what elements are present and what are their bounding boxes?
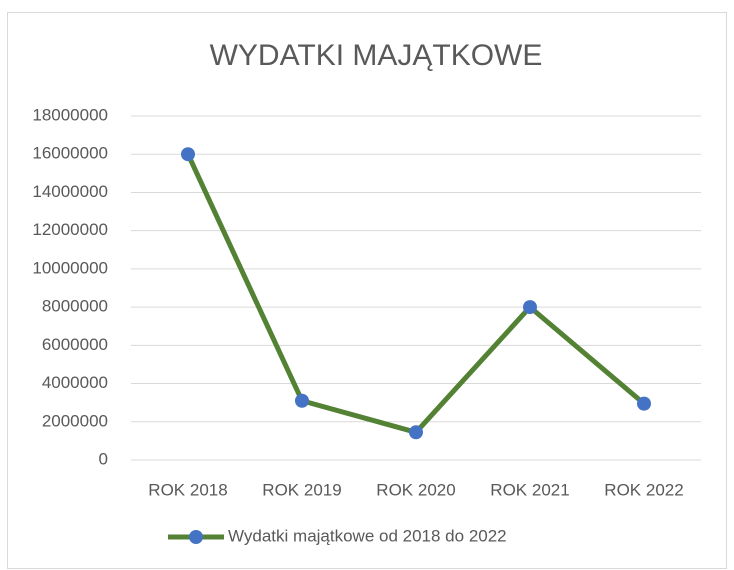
y-tick-label: 6000000 (42, 335, 108, 354)
chart-title: WYDATKI MAJĄTKOWE (210, 39, 543, 72)
legend-marker (189, 530, 203, 544)
y-tick-label: 8000000 (42, 297, 108, 316)
y-tick-label: 18000000 (32, 105, 108, 124)
x-tick-label: ROK 2021 (490, 480, 569, 499)
data-point (637, 396, 651, 411)
x-tick-label: ROK 2022 (604, 480, 683, 499)
y-tick-label: 10000000 (32, 258, 108, 277)
data-point (295, 393, 309, 408)
x-tick-label: ROK 2019 (262, 480, 341, 499)
y-tick-label: 14000000 (32, 182, 108, 201)
y-tick-label: 16000000 (32, 144, 108, 163)
y-tick-label: 12000000 (32, 220, 108, 239)
data-point (409, 425, 423, 440)
chart-frame (7, 12, 727, 569)
data-point (181, 147, 195, 162)
x-tick-label: ROK 2018 (148, 480, 227, 499)
y-tick-label: 2000000 (42, 411, 108, 430)
data-point (523, 300, 537, 315)
y-tick-label: 4000000 (42, 373, 108, 392)
y-tick-label: 0 (99, 449, 108, 468)
legend-label: Wydatki majątkowe od 2018 do 2022 (228, 526, 507, 545)
x-tick-label: ROK 2020 (376, 480, 455, 499)
